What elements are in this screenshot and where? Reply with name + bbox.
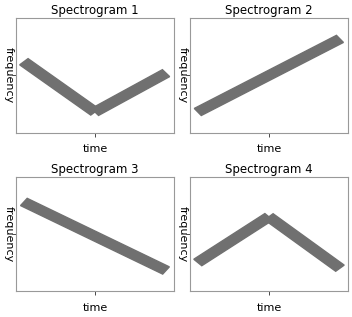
- Y-axis label: frequency: frequency: [178, 206, 188, 262]
- Polygon shape: [194, 36, 344, 115]
- Y-axis label: frequency: frequency: [178, 47, 188, 104]
- Y-axis label: frequency: frequency: [4, 47, 14, 104]
- Title: Spectrogram 1: Spectrogram 1: [51, 4, 139, 17]
- Y-axis label: frequency: frequency: [4, 206, 14, 262]
- X-axis label: time: time: [82, 303, 108, 313]
- Polygon shape: [20, 198, 169, 274]
- Title: Spectrogram 3: Spectrogram 3: [51, 163, 139, 176]
- Title: Spectrogram 4: Spectrogram 4: [225, 163, 313, 176]
- Polygon shape: [265, 214, 344, 271]
- X-axis label: time: time: [256, 303, 282, 313]
- X-axis label: time: time: [82, 144, 108, 154]
- Polygon shape: [194, 214, 273, 266]
- X-axis label: time: time: [256, 144, 282, 154]
- Polygon shape: [20, 59, 99, 115]
- Title: Spectrogram 2: Spectrogram 2: [225, 4, 313, 17]
- Polygon shape: [91, 70, 170, 115]
